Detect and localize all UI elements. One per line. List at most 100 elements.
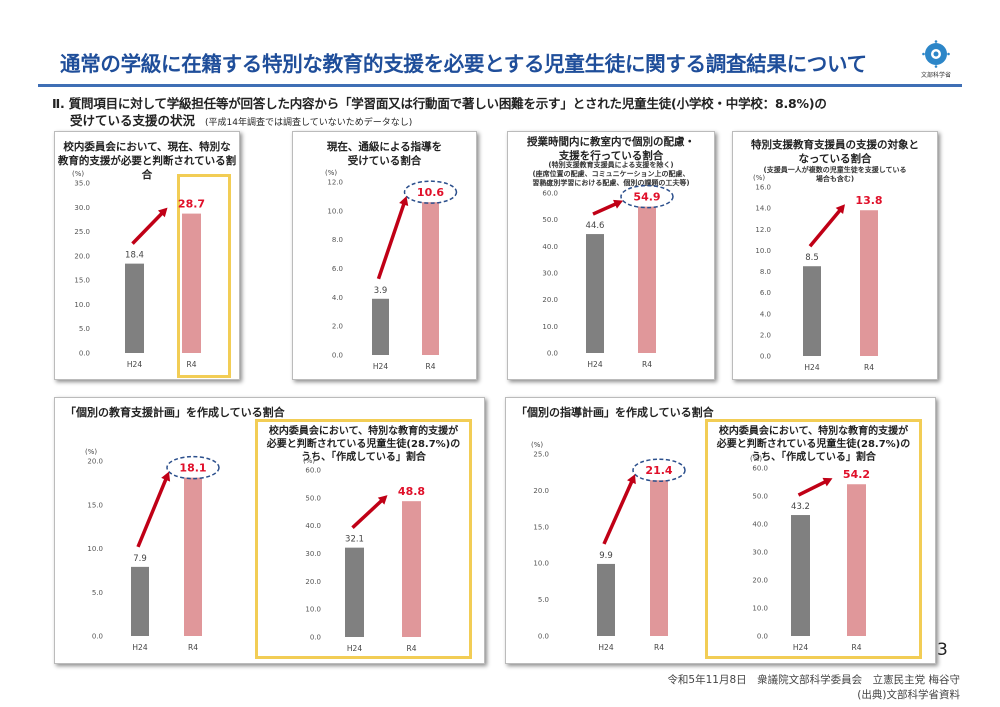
- increase-arrow: [602, 479, 634, 545]
- page-number: 3: [937, 640, 948, 660]
- increase-arrow: [351, 498, 384, 529]
- y-axis-unit: (%): [72, 170, 84, 178]
- category-label: H24: [587, 360, 602, 369]
- bar-h24: [345, 547, 364, 637]
- y-tick-label: 20.0: [305, 578, 321, 586]
- footer-source-line: 令和5年11月8日 衆議院文部科学委員会 立憲民主党 梅谷守: [667, 674, 960, 686]
- y-tick-label: 20.0: [87, 458, 103, 466]
- value-label-h24: 18.4: [125, 251, 144, 261]
- panel-title: 「個別の教育支援計画」を作成している割合: [65, 406, 285, 419]
- value-label-r4: 18.1: [179, 462, 206, 475]
- subset-title: 校内委員会において、特別な教育的支援が 必要と判断されている児童生徒(28.7%…: [266, 426, 461, 463]
- y-tick-label: 8.0: [760, 268, 771, 276]
- y-tick-label: 5.0: [79, 325, 90, 333]
- bar-h24: [597, 563, 615, 636]
- value-label-h24: 32.1: [345, 535, 364, 545]
- category-label: H24: [127, 360, 142, 369]
- panel-classroom-support: 授業時間内に教室内で個別の配慮・ 支援を行っている割合 (特別支援教育支援員によ…: [507, 131, 715, 380]
- bar-r4: [638, 206, 656, 353]
- question-note: (平成14年調査では調査していないためデータなし): [205, 118, 413, 128]
- increase-arrow: [376, 202, 406, 280]
- chart-education-support-plan: (%) 0.0 5.0 10.0 15.0 20.0 7.9 H24 18.1 R4: [85, 448, 220, 652]
- y-tick-label: 14.0: [755, 205, 771, 213]
- bar-h24: [791, 515, 810, 636]
- bar-r4: [182, 213, 201, 353]
- category-label: H24: [793, 643, 808, 652]
- chart-instruction-plan: (%) 0.0 5.0 10.0 15.0 20.0 25.0 9.9 H24 21.4 R4: [531, 441, 686, 652]
- y-tick-label: 40.0: [305, 522, 321, 530]
- y-tick-label: 10.0: [74, 301, 90, 309]
- category-label: R4: [654, 643, 664, 652]
- y-tick-label: 10.0: [327, 207, 343, 215]
- y-tick-label: 15.0: [74, 277, 90, 285]
- y-tick-label: 10.0: [305, 606, 321, 614]
- y-tick-label: 60.0: [542, 190, 558, 198]
- value-label-h24: 8.5: [805, 253, 819, 263]
- bar-h24: [372, 298, 389, 355]
- value-label-r4: 54.9: [633, 191, 660, 204]
- chart-support-judged: (%) 0.0 5.0 10.0 15.0 20.0 25.0 30.0 35.0 18.4 H24…: [72, 170, 205, 369]
- r4-highlight-box: [177, 174, 231, 378]
- highlight-ellipse: [632, 458, 686, 482]
- y-tick-label: 30.0: [74, 204, 90, 212]
- increase-arrowhead: [613, 199, 623, 209]
- page-title: 通常の学級に在籍する特別な教育的支援を必要とする児童生徒に関する調査結果について: [60, 52, 867, 76]
- y-tick-label: 60.0: [305, 467, 321, 475]
- y-tick-label: 0.0: [757, 633, 768, 641]
- y-tick-label: 0.0: [547, 350, 558, 358]
- panel-title: 「個別の指導計画」を作成している割合: [516, 406, 714, 419]
- panel-support-staff: 特別支援教育支援員の支援の対象と なっている割合 (支援員一人が複数の児童生徒を…: [732, 131, 938, 380]
- value-label-r4: 28.7: [178, 198, 205, 211]
- y-axis-unit: (%): [85, 448, 97, 456]
- y-tick-label: 0.0: [79, 350, 90, 358]
- bar-r4: [847, 484, 866, 636]
- value-label-r4: 10.6: [417, 186, 444, 199]
- y-tick-label: 8.0: [332, 236, 343, 244]
- y-tick-label: 0.0: [538, 633, 549, 641]
- y-tick-label: 30.0: [305, 550, 321, 558]
- chart-instruction-plan-subset: (%) 0.0 10.0 20.0 30.0 40.0 50.0 60.0 43.2 H24 54.…: [750, 455, 870, 652]
- value-label-r4: 54.2: [843, 468, 870, 481]
- category-label: R4: [407, 644, 417, 653]
- y-tick-label: 6.0: [332, 265, 343, 273]
- y-tick-label: 4.0: [332, 294, 343, 302]
- category-label: R4: [426, 362, 436, 371]
- value-label-r4: 48.8: [398, 485, 425, 498]
- bar-h24: [803, 266, 821, 356]
- title-underline: [38, 84, 962, 87]
- y-tick-label: 0.0: [332, 352, 343, 360]
- highlight-ellipse: [620, 184, 674, 209]
- y-tick-label: 15.0: [87, 501, 103, 509]
- panel-tsukyu: 現在、通級による指導を 受けている割合: [292, 131, 477, 380]
- y-tick-label: 12.0: [755, 226, 771, 234]
- y-tick-label: 20.0: [533, 487, 549, 495]
- increase-arrow: [592, 201, 618, 216]
- bar-h24: [586, 234, 604, 353]
- category-label: H24: [598, 643, 613, 652]
- y-tick-label: 2.0: [332, 323, 343, 331]
- highlight-ellipse: [403, 180, 458, 204]
- y-tick-label: 10.0: [755, 247, 771, 255]
- increase-arrowhead: [835, 204, 845, 215]
- bar-h24: [125, 263, 144, 353]
- bar-r4: [184, 477, 202, 636]
- y-tick-label: 0.0: [310, 634, 321, 642]
- question-line-1: Ⅱ. 質問項目に対して学級担任等が回答した内容から「学習面又は行動面で著しい困難…: [52, 96, 827, 111]
- increase-arrowhead: [377, 495, 388, 505]
- increase-arrowhead: [822, 477, 833, 487]
- category-label: H24: [804, 363, 819, 372]
- y-tick-label: 12.0: [327, 179, 343, 187]
- y-tick-label: 25.0: [533, 451, 549, 459]
- y-tick-label: 4.0: [760, 310, 771, 318]
- category-label: R4: [864, 363, 874, 372]
- y-tick-label: 20.0: [74, 252, 90, 260]
- y-tick-label: 10.0: [542, 323, 558, 331]
- y-tick-label: 2.0: [760, 331, 771, 339]
- y-tick-label: 50.0: [542, 216, 558, 224]
- bar-h24: [131, 566, 149, 636]
- y-axis-unit: (%): [325, 169, 337, 177]
- category-label: R4: [852, 643, 862, 652]
- y-tick-label: 20.0: [752, 577, 768, 585]
- y-tick-label: 60.0: [752, 465, 768, 473]
- y-tick-label: 50.0: [305, 494, 321, 502]
